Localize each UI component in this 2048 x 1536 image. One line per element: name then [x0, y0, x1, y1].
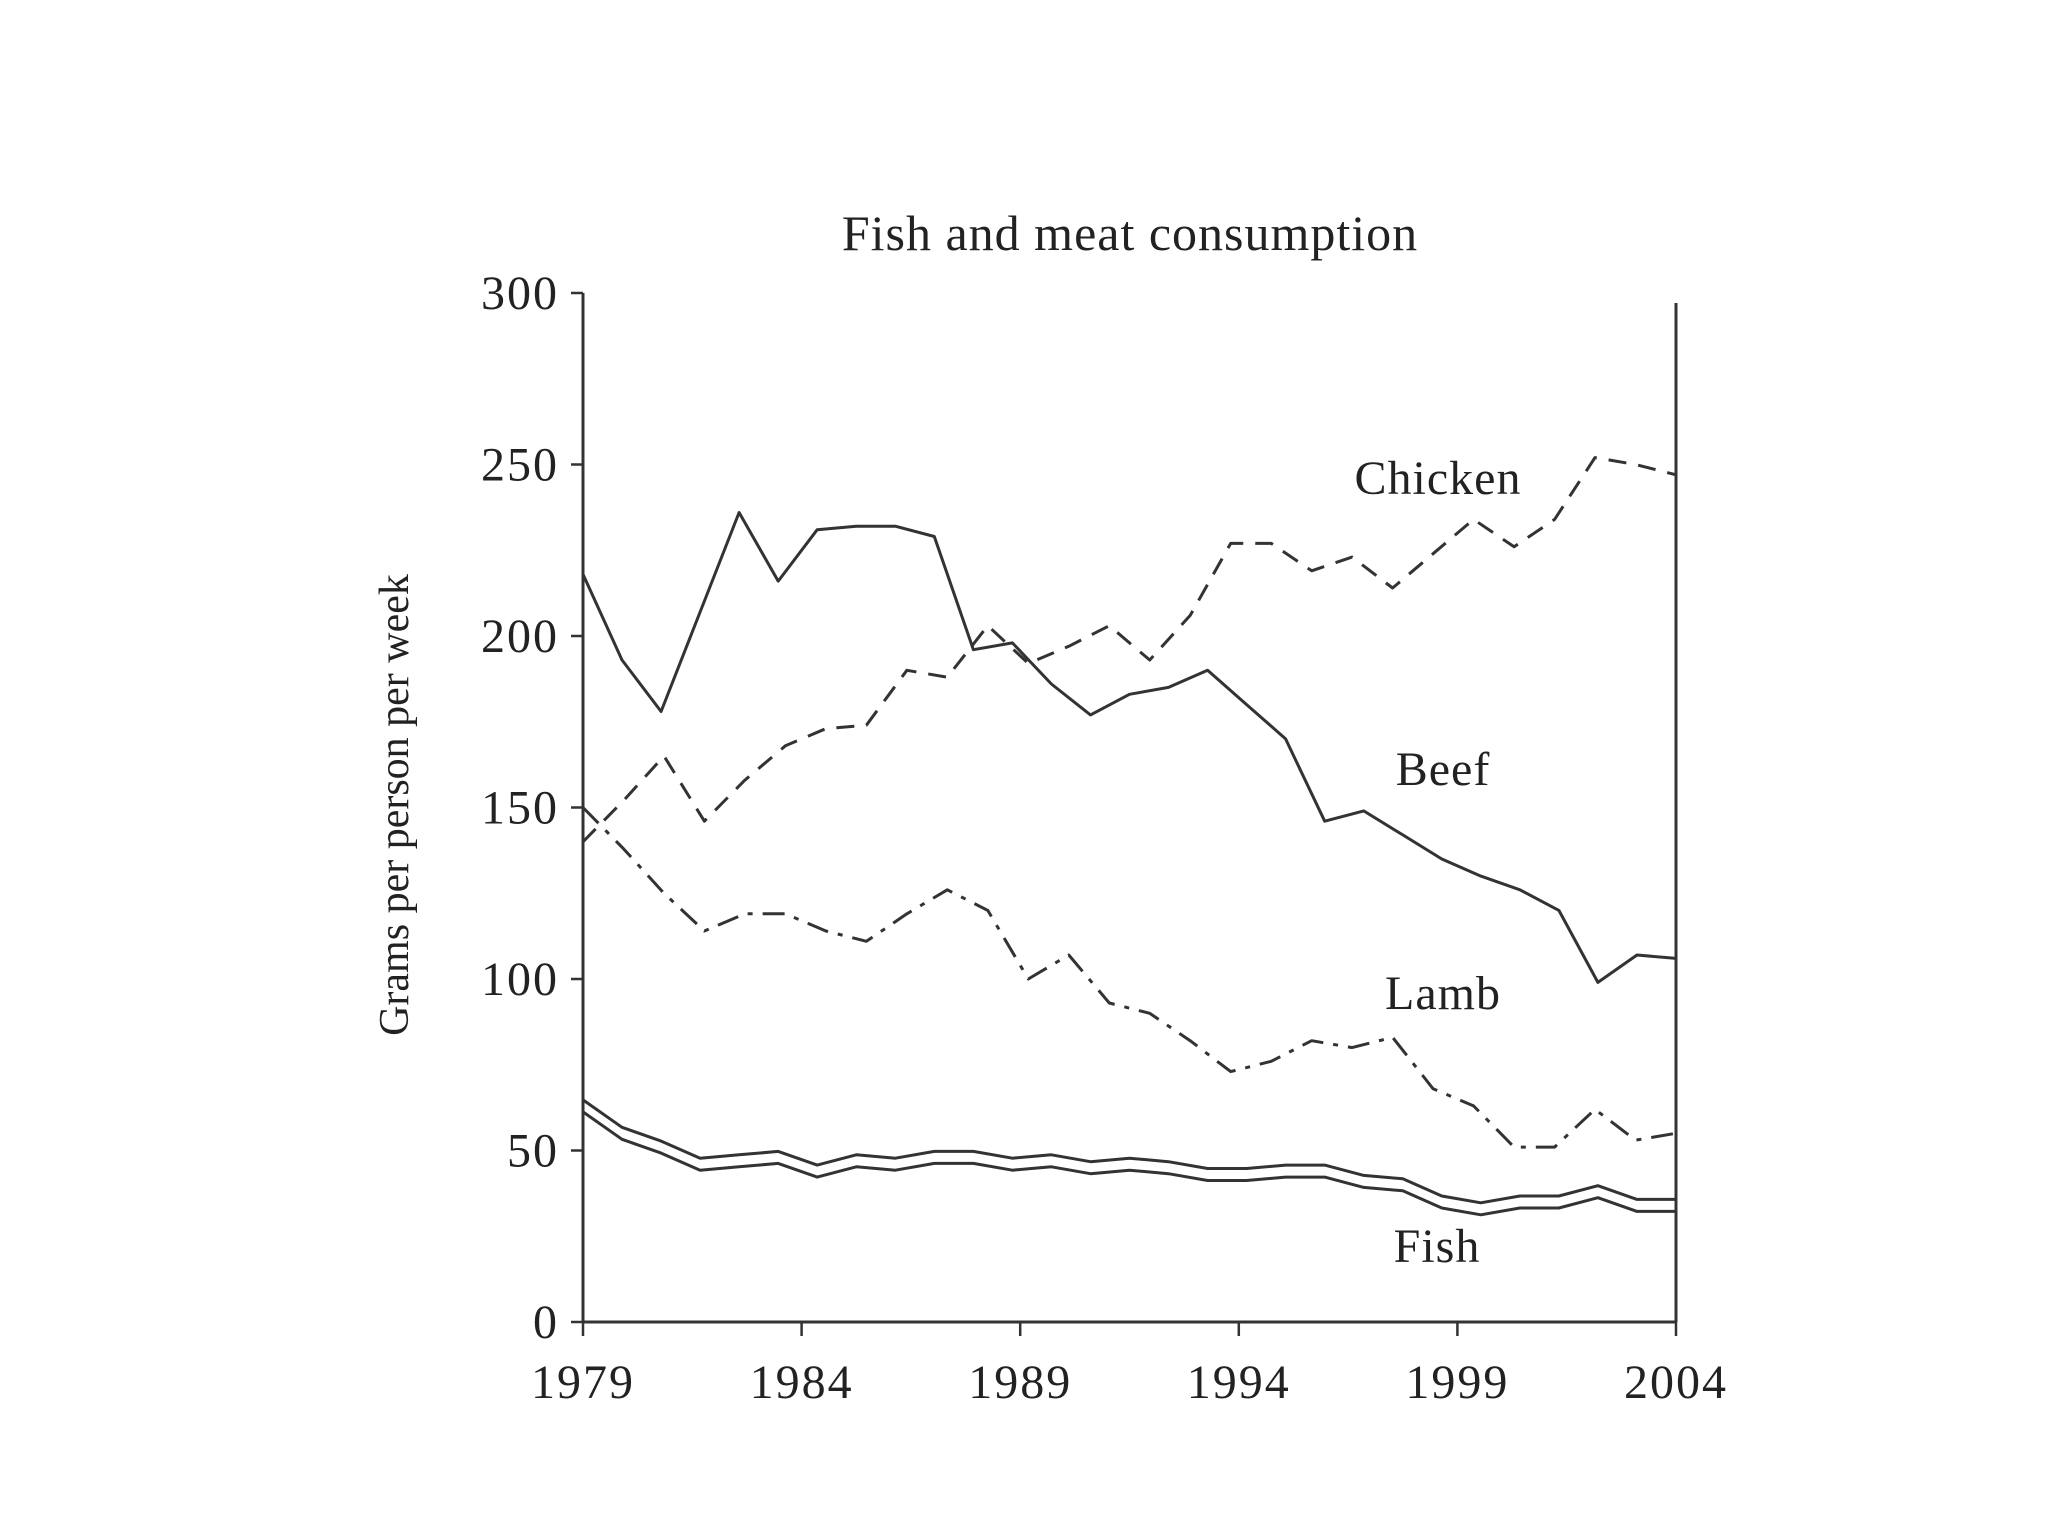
lamb-series-line	[581, 806, 1677, 1149]
x-tick-label: 1984	[750, 1356, 854, 1409]
y-tick-label: 50	[507, 1125, 559, 1178]
fish-series-line-lower	[582, 1110, 1676, 1217]
y-tick-label: 100	[481, 953, 559, 1006]
y-tick-label: 200	[481, 610, 559, 663]
y-axis-label: Grams per person per week	[372, 574, 418, 1036]
y-tick-label: 250	[481, 439, 559, 492]
x-axis-ticks: 1979 1984 1989 1994 1999 2004	[531, 1322, 1728, 1409]
series-labels: Chicken Beef Lamb Fish	[1355, 452, 1522, 1273]
beef-series-label: Beef	[1396, 743, 1491, 796]
y-tick-label: 300	[481, 267, 559, 320]
chicken-series-label: Chicken	[1355, 452, 1522, 505]
y-tick-label: 150	[481, 782, 559, 835]
x-tick-label: 2004	[1624, 1356, 1728, 1409]
y-tick-label: 0	[533, 1296, 559, 1349]
chicken-series-line	[581, 456, 1677, 843]
y-axis-ticks: 0 50 100 150 200 250 300	[481, 267, 583, 1349]
fish-series-label: Fish	[1394, 1220, 1481, 1273]
beef-series-line	[581, 511, 1677, 984]
fish-series-line-upper	[582, 1098, 1676, 1205]
x-tick-label: 1999	[1405, 1356, 1509, 1409]
chart-title: Fish and meat consumption	[842, 205, 1418, 261]
x-tick-label: 1994	[1187, 1356, 1291, 1409]
lamb-series-label: Lamb	[1385, 967, 1501, 1020]
x-tick-label: 1979	[531, 1356, 635, 1409]
x-tick-label: 1989	[968, 1356, 1072, 1409]
series-lines	[581, 456, 1677, 1217]
